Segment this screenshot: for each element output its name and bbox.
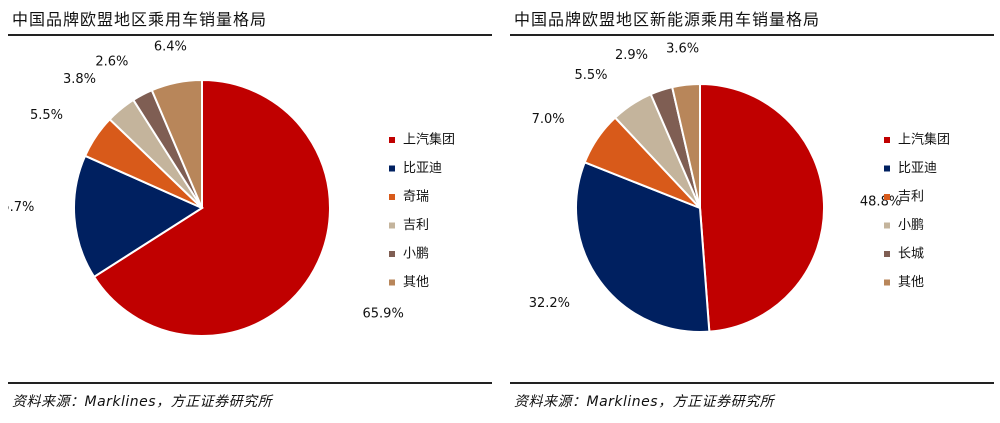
source-note-right: 资料来源：Marklines，方正证券研究所: [514, 394, 775, 410]
legend-label: 上汽集团: [898, 132, 950, 148]
pie-chart-left: 65.9% 15.7% 5.5% 3.8% 2.6% 6.4% 上汽集团比亚迪奇瑞吉利小鹏其…: [8, 40, 455, 337]
slice-data-label: 2.9%: [615, 48, 648, 63]
legend-label: 比亚迪: [898, 161, 937, 176]
legend-label: 奇瑞: [403, 189, 429, 205]
legend-swatch: [884, 165, 890, 172]
legend-swatch: [884, 222, 890, 229]
legend-label: 小鹏: [403, 247, 429, 262]
source-divider-left: [8, 382, 492, 384]
legend-label: 比亚迪: [403, 161, 442, 176]
chart-title-right: 中国品牌欧盟地区新能源乘用车销量格局: [514, 10, 821, 29]
pie-slice-2: [73, 154, 205, 279]
legend-swatch: [389, 222, 395, 229]
legend-label: 其他: [403, 275, 429, 290]
slice-data-label: 7.0%: [532, 112, 565, 127]
slice-data-label: 15.7%: [8, 200, 34, 215]
legend-label: 上汽集团: [403, 132, 455, 148]
slice-data-label: 32.2%: [529, 296, 570, 311]
legend-swatch: [884, 279, 890, 286]
pie-slice-6: [150, 78, 203, 209]
chart-panel-left: 中国品牌欧盟地区乘用车销量格局 65.9% 15.7% 5.5% 3.8% 2.6% 6.…: [8, 0, 492, 423]
legend-swatch: [884, 251, 890, 257]
legend-swatch: [884, 194, 890, 200]
legend-label: 小鹏: [898, 218, 924, 233]
pie-chart-right: 48.8% 32.2% 7.0% 5.5% 2.9% 3.6% 上汽集团比亚迪吉利小鹏长城其…: [529, 42, 950, 334]
slice-data-label: 5.5%: [30, 108, 63, 123]
pie-slice-1: [92, 78, 331, 337]
legend-label: 其他: [898, 275, 924, 290]
pie-slice-1: [699, 82, 826, 333]
slice-data-label: 2.6%: [95, 55, 128, 70]
slice-data-label: 5.5%: [574, 68, 607, 83]
slice-data-label: 6.4%: [154, 40, 187, 55]
legend-label: 长城: [898, 247, 924, 262]
legend-swatch: [884, 137, 890, 143]
legend-swatch: [389, 137, 395, 143]
source-divider-right: [510, 382, 994, 384]
title-divider-left: [8, 34, 492, 36]
title-divider-right: [510, 34, 994, 36]
slice-data-label: 3.6%: [666, 42, 699, 57]
source-note-left: 资料来源：Marklines，方正证券研究所: [12, 394, 273, 410]
slice-data-label: 48.8%: [860, 195, 901, 210]
legend-swatch: [389, 194, 395, 200]
slice-data-label: 3.8%: [63, 72, 96, 87]
legend-swatch: [389, 279, 395, 286]
legend-swatch: [389, 251, 395, 257]
chart-panel-right: 中国品牌欧盟地区新能源乘用车销量格局 48.8% 32.2% 7.0% 5.5% 2.9…: [510, 0, 994, 423]
legend-swatch: [389, 165, 395, 172]
legend-label: 吉利: [898, 190, 924, 205]
chart-title-left: 中国品牌欧盟地区乘用车销量格局: [12, 10, 268, 29]
pie-slice-6: [670, 82, 701, 209]
pie-slice-2: [575, 161, 711, 334]
slice-data-label: 65.9%: [363, 307, 404, 322]
legend-label: 吉利: [403, 218, 429, 233]
